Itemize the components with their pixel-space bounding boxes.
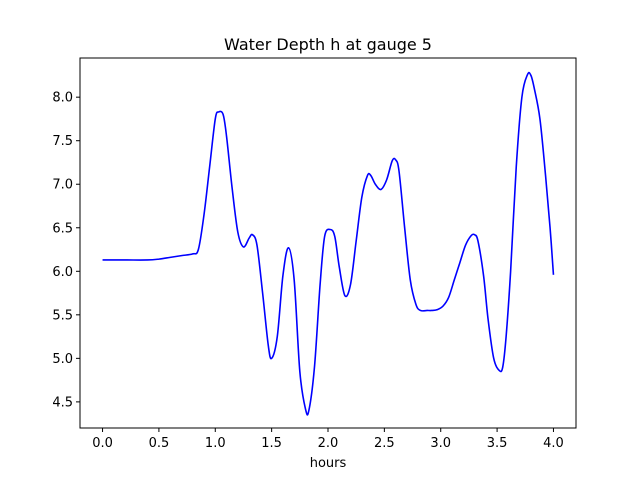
x-tick-label: 0.5	[149, 436, 170, 451]
series-line	[102, 71, 555, 416]
y-tick-label: 6.5	[52, 221, 73, 236]
x-tick-label: 2.5	[374, 436, 395, 451]
y-tick-label: 7.5	[52, 134, 73, 149]
x-tick-label: 1.0	[205, 436, 226, 451]
y-tick-label: 6.0	[52, 265, 73, 280]
y-axis: 4.5 5.0 5.5 6.0 6.5 7.0 7.5 8.0	[52, 91, 80, 410]
x-tick-label: 3.0	[430, 436, 451, 451]
y-tick-label: 8.0	[52, 91, 73, 106]
x-tick-label: 0.0	[92, 436, 113, 451]
y-tick-label: 4.5	[52, 395, 73, 410]
y-tick-label: 7.0	[52, 178, 73, 193]
plot-area	[102, 71, 555, 416]
y-tick-label: 5.0	[52, 352, 73, 367]
x-axis: 0.0 0.5 1.0 1.5 2.0 2.5 3.0 3.5 4.0	[92, 428, 564, 451]
x-tick-label: 2.0	[318, 436, 339, 451]
x-tick-label: 4.0	[543, 436, 564, 451]
chart-title: Water Depth h at gauge 5	[224, 35, 432, 54]
x-axis-label: hours	[310, 456, 347, 471]
x-tick-label: 3.5	[487, 436, 508, 451]
x-tick-label: 1.5	[261, 436, 282, 451]
y-tick-label: 5.5	[52, 308, 73, 323]
